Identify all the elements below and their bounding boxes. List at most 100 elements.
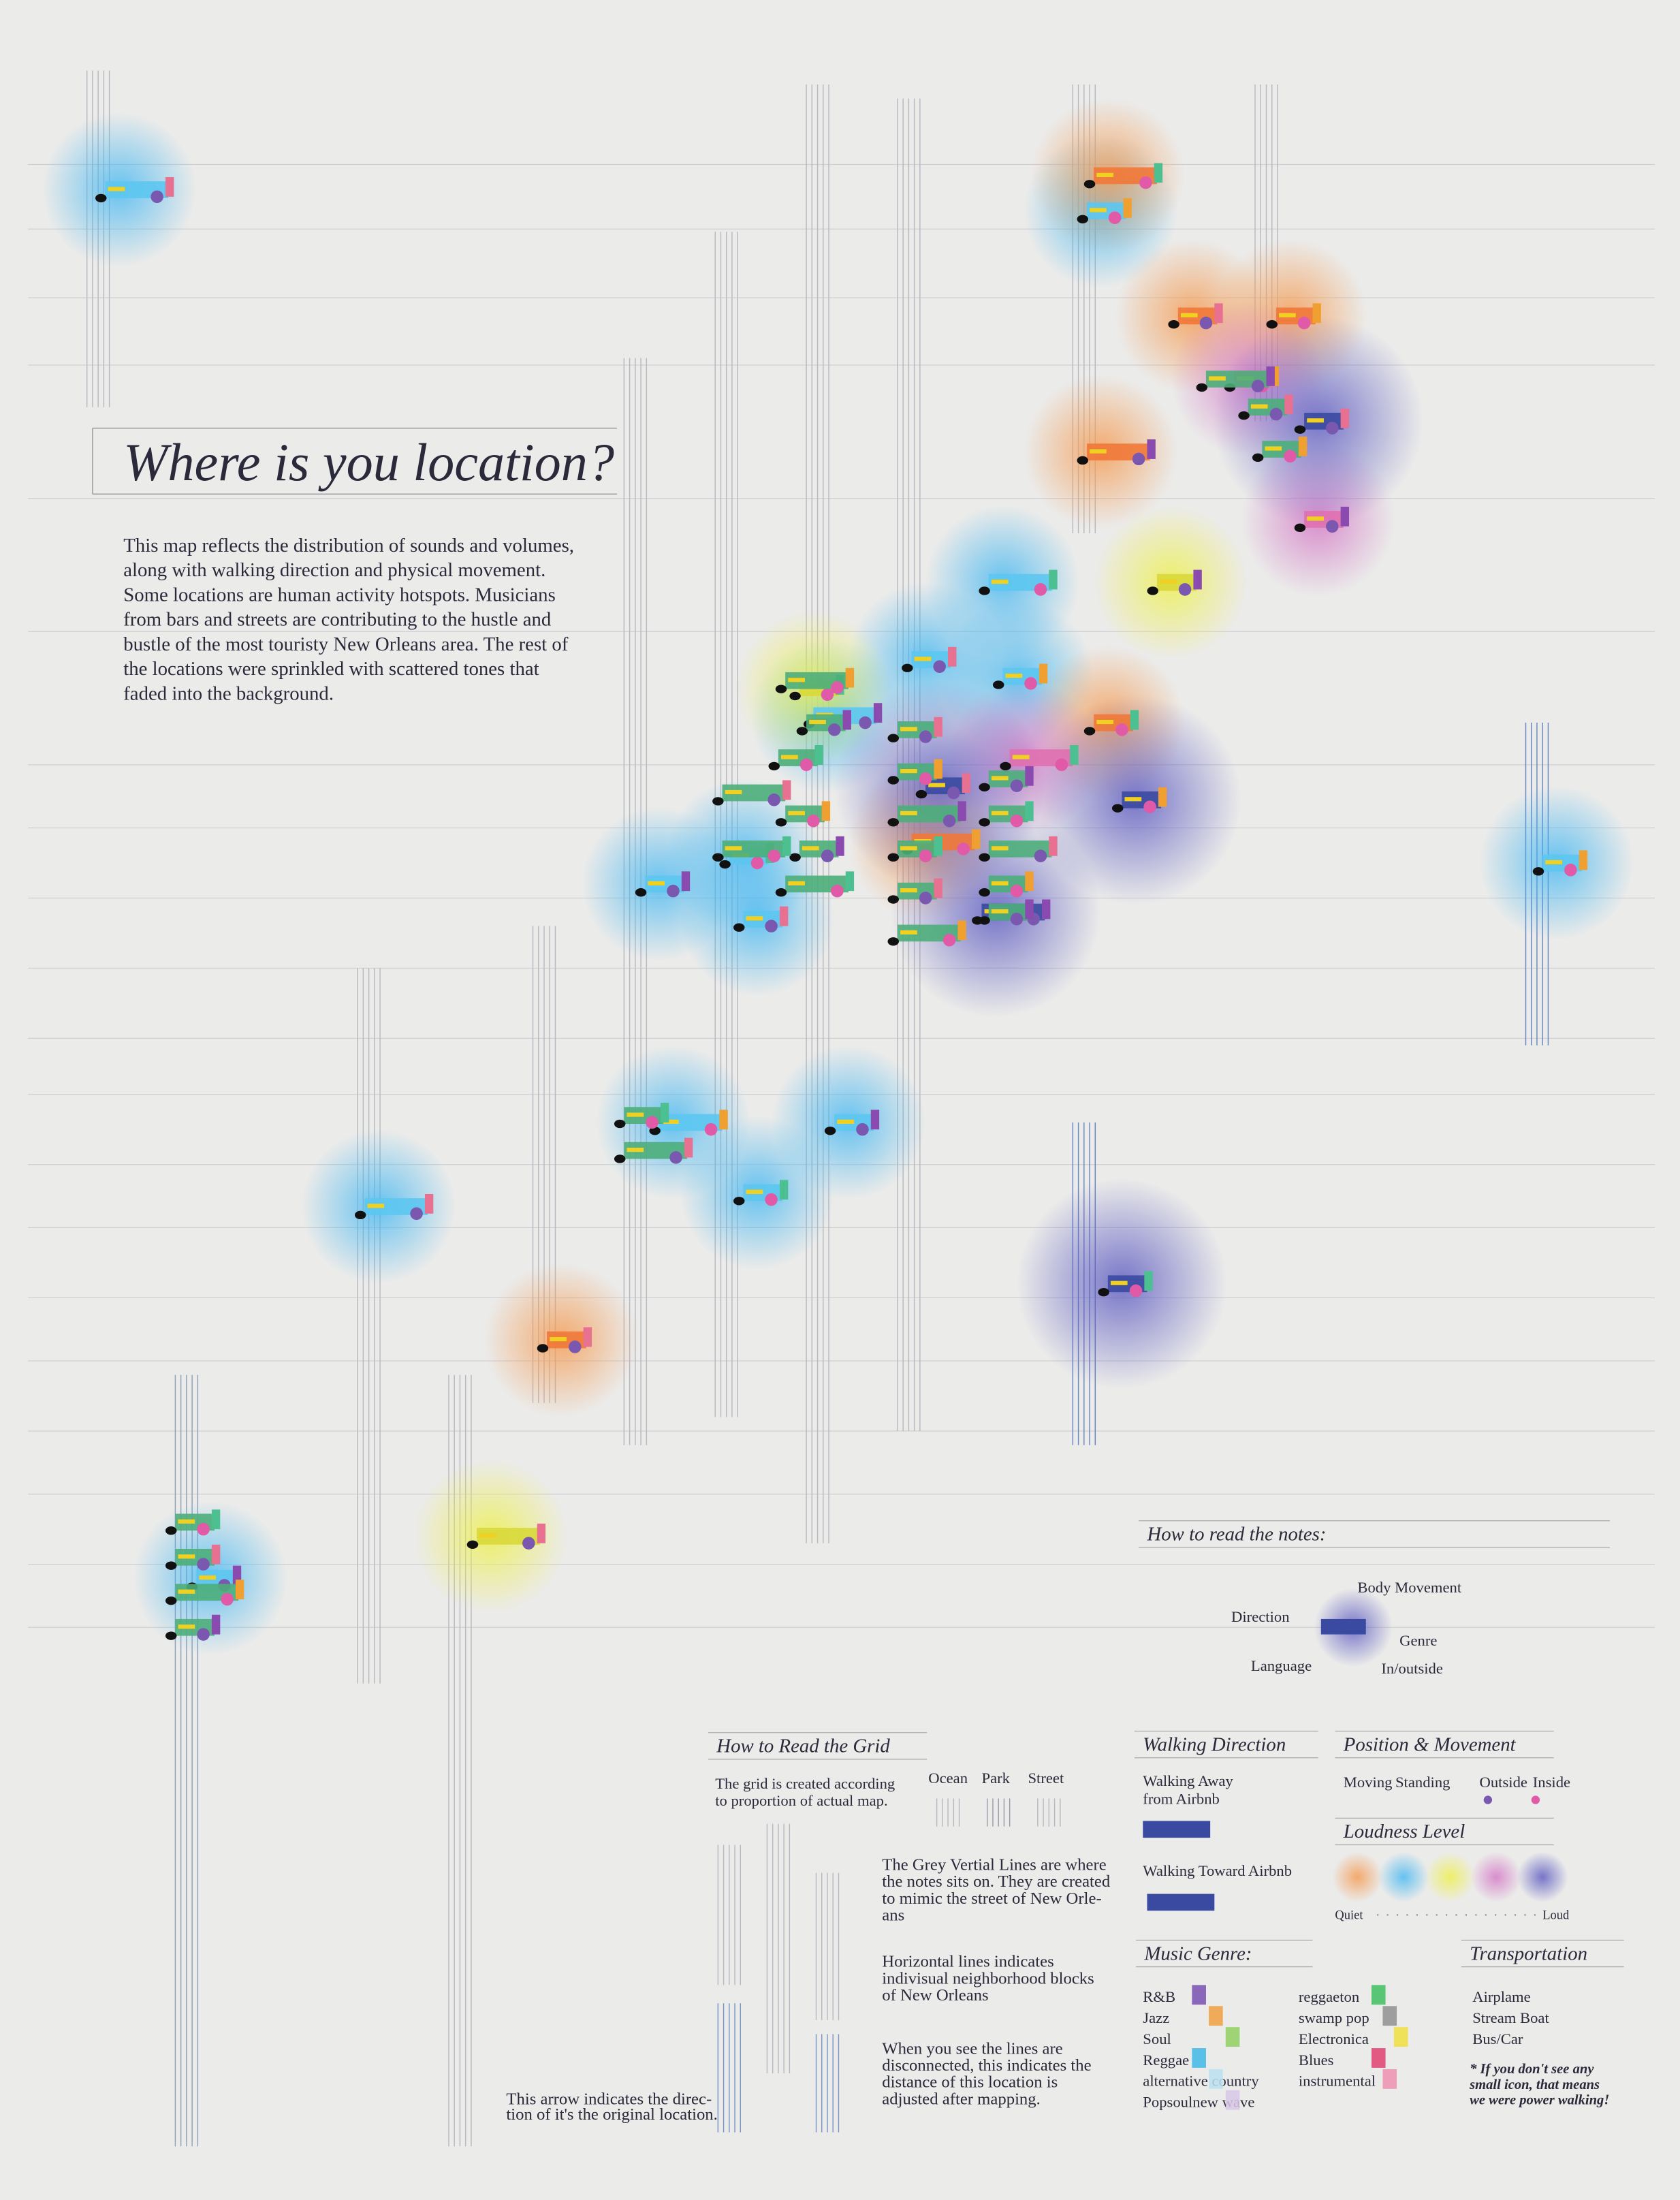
note-position <box>831 681 844 694</box>
note-head <box>789 853 801 862</box>
note-direction <box>1307 418 1324 423</box>
genre-label: Electronica <box>1299 2030 1369 2047</box>
intro-line: bustle of the most touristy New Orleans … <box>123 633 569 655</box>
legend-note <box>1147 1893 1215 1911</box>
note-position <box>767 793 780 806</box>
note-position <box>1326 520 1339 533</box>
note-direction <box>661 1119 679 1125</box>
grid-column-label: Park <box>981 1770 1010 1787</box>
genre-label: R&B <box>1143 1988 1175 2005</box>
genre-label: reggaeton <box>1299 1988 1359 2005</box>
section-title: Music Genre: <box>1143 1943 1252 1964</box>
note-direction <box>914 657 932 661</box>
section-title: Transportation <box>1470 1943 1587 1964</box>
note-position <box>957 843 970 855</box>
note-position <box>1251 379 1265 393</box>
legend-label: Body Movement <box>1357 1579 1462 1596</box>
legend-label: Language <box>1251 1657 1312 1674</box>
genre-swatch <box>1192 1985 1206 2005</box>
loudness-swatch <box>1332 1851 1383 1902</box>
note-head <box>992 680 1004 689</box>
note-head <box>1266 320 1278 329</box>
note-position <box>410 1207 423 1221</box>
note-head <box>1077 456 1088 465</box>
label: Outside <box>1480 1774 1527 1791</box>
note-genre <box>1070 745 1079 765</box>
note-head <box>775 888 787 897</box>
note-head <box>887 734 899 742</box>
note-position <box>1326 422 1339 435</box>
grid-note: When you see the lines are <box>882 2039 1062 2058</box>
note-genre <box>779 906 789 926</box>
note-direction <box>991 580 1009 584</box>
note-position <box>1297 316 1311 330</box>
note-direction <box>900 727 917 732</box>
note-genre <box>873 703 883 723</box>
grid-note: disconnected, this indicates the <box>882 2056 1091 2075</box>
note-head <box>979 853 990 862</box>
loudness-swatch <box>1425 1851 1476 1902</box>
transport-note: small icon, that means <box>1469 2077 1600 2092</box>
note-direction <box>900 930 917 935</box>
note-position <box>1010 913 1024 926</box>
genre-swatch <box>1382 2006 1397 2026</box>
note-genre <box>1154 163 1163 183</box>
note-genre <box>1284 394 1293 415</box>
note-genre <box>934 836 942 856</box>
genre-swatch <box>1209 2069 1223 2089</box>
note-position <box>522 1537 535 1550</box>
note-position <box>1115 723 1128 736</box>
legend-label: Direction <box>1231 1608 1290 1625</box>
transport-note: * If you don't see any <box>1470 2062 1594 2077</box>
note-direction <box>550 1337 567 1342</box>
note-position <box>859 716 872 729</box>
note-position <box>919 849 932 862</box>
grid-note: to mimic the street of New Orle- <box>882 1889 1101 1908</box>
label: Moving <box>1344 1774 1393 1791</box>
legend-note <box>1320 1618 1366 1635</box>
note-direction <box>1307 516 1324 521</box>
note-head <box>887 818 899 827</box>
note-head <box>1000 761 1011 771</box>
genre-swatch <box>1393 2027 1408 2047</box>
note-direction <box>479 1533 496 1538</box>
note-genre <box>782 836 791 856</box>
note-head <box>775 685 787 693</box>
note-direction <box>725 846 742 851</box>
note-position <box>1010 884 1024 898</box>
note-position <box>1129 1284 1143 1298</box>
note-direction <box>900 811 917 815</box>
genre-swatch <box>1371 2048 1386 2068</box>
note-genre <box>583 1327 592 1347</box>
note-position <box>646 1116 659 1129</box>
note-genre <box>235 1580 244 1600</box>
note-position <box>765 920 778 932</box>
note-direction <box>648 881 665 885</box>
note-direction <box>199 1575 217 1580</box>
note-genre <box>1340 506 1350 527</box>
note-head <box>614 1154 626 1163</box>
note-genre <box>957 801 966 821</box>
note-genre <box>842 710 851 730</box>
note-genre <box>211 1544 221 1565</box>
label: Standing <box>1395 1774 1451 1791</box>
note-position <box>1108 211 1122 224</box>
loudness-swatch <box>1517 1851 1568 1902</box>
note-head <box>768 761 780 771</box>
note-head <box>1196 383 1208 392</box>
note-genre <box>1039 663 1048 684</box>
genre-label: Blues <box>1299 2052 1334 2069</box>
note-position <box>1143 800 1156 813</box>
genre-label: Jazz <box>1143 2009 1169 2026</box>
note-direction <box>1005 673 1023 678</box>
genre-swatch <box>1225 2027 1240 2047</box>
grid-subtitle: to proportion of actual map. <box>715 1792 887 1809</box>
note-direction <box>1012 755 1030 759</box>
note-position <box>1269 407 1283 421</box>
note-genre <box>1130 710 1139 730</box>
note-position <box>1132 452 1145 466</box>
note-direction <box>746 916 763 921</box>
note-direction <box>788 811 806 815</box>
note-head <box>915 789 928 799</box>
note-head <box>1294 425 1306 434</box>
